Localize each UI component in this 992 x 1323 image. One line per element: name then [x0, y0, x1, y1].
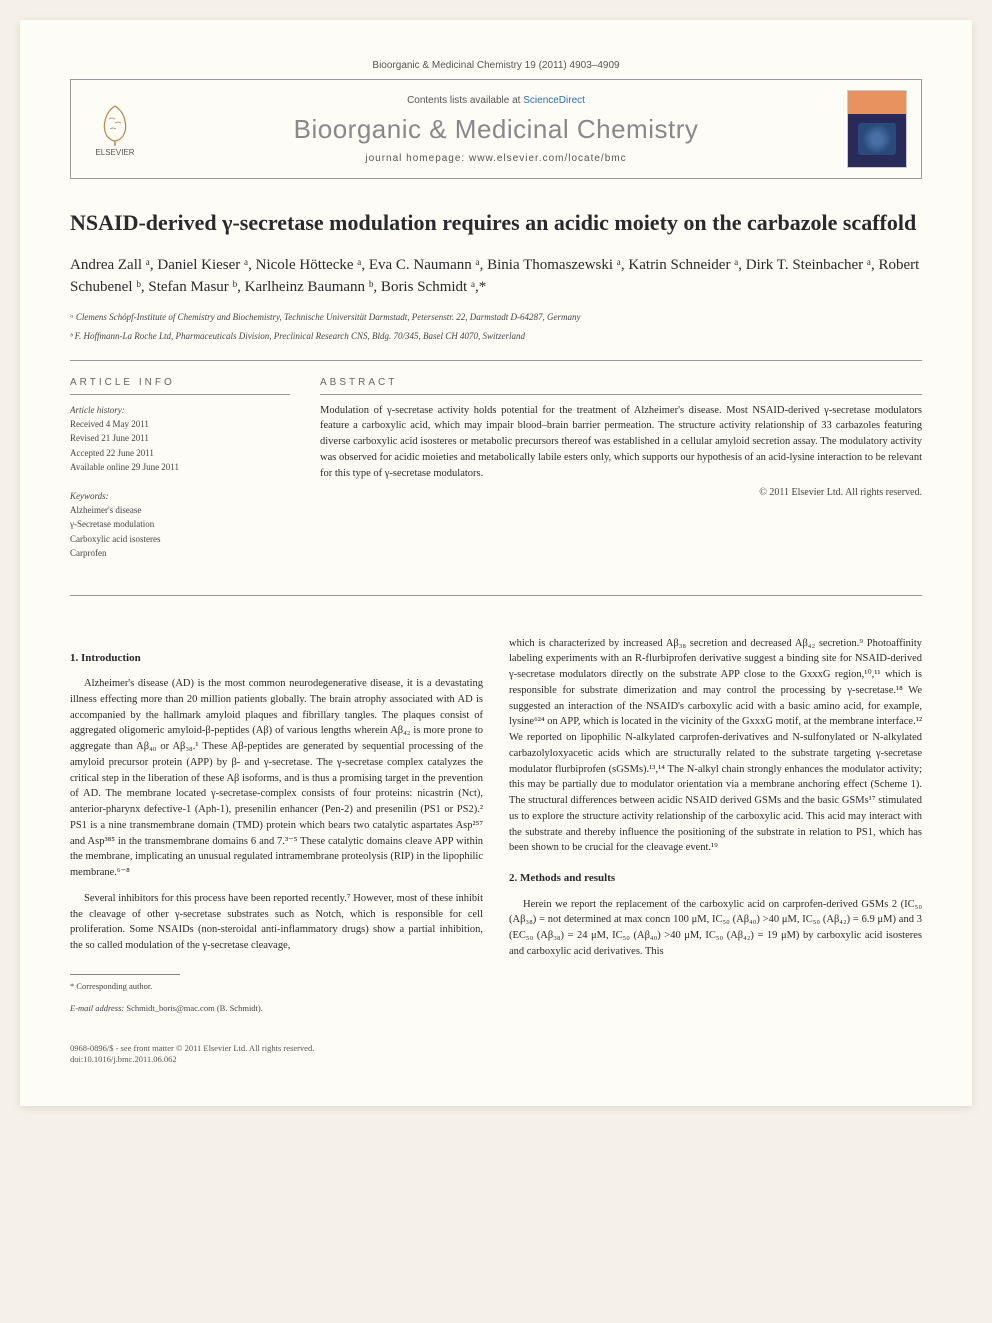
affiliation-b: ᵇ F. Hoffmann-La Roche Ltd, Pharmaceutic… — [70, 330, 922, 344]
received-date: Received 4 May 2011 — [70, 417, 290, 431]
contents-available: Contents lists available at ScienceDirec… — [145, 95, 847, 106]
keyword: Carprofen — [70, 546, 290, 560]
body-columns: 1. Introduction Alzheimer's disease (AD)… — [70, 636, 922, 1025]
copyright-line: © 2011 Elsevier Ltd. All rights reserved… — [320, 487, 922, 498]
journal-header: ELSEVIER Contents lists available at Sci… — [70, 79, 922, 179]
keywords-section: Keywords: Alzheimer's disease γ-Secretas… — [70, 489, 290, 561]
info-abstract-row: ARTICLE INFO Article history: Received 4… — [70, 377, 922, 575]
intro-paragraph-1: Alzheimer's disease (AD) is the most com… — [70, 676, 483, 881]
abstract-text: Modulation of γ-secretase activity holds… — [320, 403, 922, 482]
header-center: Contents lists available at ScienceDirec… — [145, 95, 847, 164]
keyword: Alzheimer's disease — [70, 503, 290, 517]
issn-line: 0968-0896/$ - see front matter © 2011 El… — [70, 1043, 922, 1055]
article-title: NSAID-derived γ-secretase modulation req… — [70, 209, 922, 238]
email-label: E-mail address: — [70, 1003, 126, 1013]
journal-homepage: journal homepage: www.elsevier.com/locat… — [145, 153, 847, 164]
email-suffix: (B. Schmidt). — [215, 1003, 263, 1013]
sciencedirect-link[interactable]: ScienceDirect — [523, 95, 585, 106]
revised-date: Revised 21 June 2011 — [70, 431, 290, 445]
article-info: ARTICLE INFO Article history: Received 4… — [70, 377, 290, 575]
journal-cover-thumbnail — [847, 90, 907, 168]
section-heading-intro: 1. Introduction — [70, 650, 483, 667]
article-history: Article history: Received 4 May 2011 Rev… — [70, 403, 290, 475]
contents-prefix: Contents lists available at — [407, 95, 523, 106]
footnote-separator — [70, 974, 180, 975]
abstract-header: ABSTRACT — [320, 377, 922, 395]
keywords-label: Keywords: — [70, 489, 290, 503]
doi-line: doi:10.1016/j.bmc.2011.06.062 — [70, 1054, 922, 1066]
author-list: Andrea Zall ᵃ, Daniel Kieser ᵃ, Nicole H… — [70, 254, 922, 299]
publisher-name: ELSEVIER — [95, 148, 134, 157]
section-heading-methods: 2. Methods and results — [509, 870, 922, 887]
divider — [70, 360, 922, 361]
article-info-header: ARTICLE INFO — [70, 377, 290, 395]
email-footnote: E-mail address: Schmidt_boris@mac.com (B… — [70, 1003, 483, 1015]
journal-name: Bioorganic & Medicinal Chemistry — [145, 114, 847, 145]
methods-paragraph-1: Herein we report the replacement of the … — [509, 897, 922, 960]
page: Bioorganic & Medicinal Chemistry 19 (201… — [20, 20, 972, 1106]
keyword: Carboxylic acid isosteres — [70, 532, 290, 546]
history-label: Article history: — [70, 403, 290, 417]
online-date: Available online 29 June 2011 — [70, 460, 290, 474]
keyword: γ-Secretase modulation — [70, 517, 290, 531]
left-column: 1. Introduction Alzheimer's disease (AD)… — [70, 636, 483, 1025]
elsevier-logo: ELSEVIER — [85, 94, 145, 164]
homepage-url: www.elsevier.com/locate/bmc — [469, 153, 627, 164]
email-address: Schmidt_boris@mac.com — [126, 1003, 214, 1013]
divider — [70, 595, 922, 596]
journal-reference: Bioorganic & Medicinal Chemistry 19 (201… — [70, 60, 922, 71]
elsevier-tree-icon — [95, 101, 135, 146]
corresponding-author-note: * Corresponding author. — [70, 981, 483, 993]
col2-paragraph-1: which is characterized by increased Aβ₃₈… — [509, 636, 922, 857]
affiliation-a: ᵃ Clemens Schöpf-Institute of Chemistry … — [70, 311, 922, 325]
intro-paragraph-2: Several inhibitors for this process have… — [70, 891, 483, 954]
footer: 0968-0896/$ - see front matter © 2011 El… — [70, 1043, 922, 1067]
abstract-column: ABSTRACT Modulation of γ-secretase activ… — [320, 377, 922, 575]
homepage-prefix: journal homepage: — [365, 153, 469, 164]
right-column: which is characterized by increased Aβ₃₈… — [509, 636, 922, 1025]
accepted-date: Accepted 22 June 2011 — [70, 446, 290, 460]
